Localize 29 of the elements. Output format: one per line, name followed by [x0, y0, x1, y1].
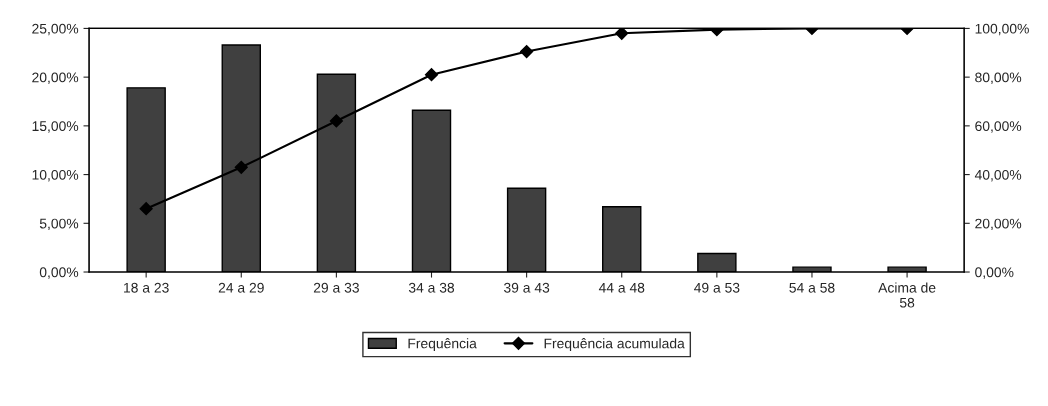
y2-tick-label: 60,00%: [975, 121, 1022, 133]
x-tick-label: 54 a 58: [789, 282, 835, 293]
point: [139, 202, 153, 216]
y2-tick-label: 40,00%: [974, 169, 1022, 182]
y-tick-label: 25,00%: [32, 23, 79, 36]
y-tick-label: 5,00%: [39, 218, 79, 231]
point: [520, 44, 534, 59]
x-tick-label: 39 a 43: [503, 282, 550, 293]
x-tick-label: 49 a 53: [694, 282, 740, 293]
y2-tick-label: 100,00%: [975, 23, 1029, 36]
x-tick-label: Acima de 58: [878, 282, 936, 308]
legend-label: Frequência: [408, 338, 477, 352]
y-tick-label: 20,00%: [32, 72, 79, 84]
y2-tick-label: 20,00%: [975, 218, 1022, 231]
point: [424, 68, 439, 82]
x-tick-label: 29 a 33: [313, 282, 359, 293]
y-tick-label: 10,00%: [32, 169, 79, 182]
x-tick-label: 18 a 23: [124, 282, 169, 293]
y-tick-label: 0,00%: [39, 267, 79, 279]
x-tick-label: 24 a 29: [218, 282, 264, 293]
y2-tick-label: 0,00%: [975, 267, 1014, 279]
x-tick-label: 44 a 48: [598, 282, 645, 293]
point: [234, 160, 248, 174]
point: [615, 28, 629, 40]
y-tick-label: 15,00%: [32, 121, 79, 133]
x-tick-label: 34 a 38: [408, 282, 455, 293]
legend-label: Frequência acumulada: [544, 338, 685, 352]
point: [329, 114, 343, 128]
y2-tick-label: 80,00%: [975, 72, 1022, 84]
